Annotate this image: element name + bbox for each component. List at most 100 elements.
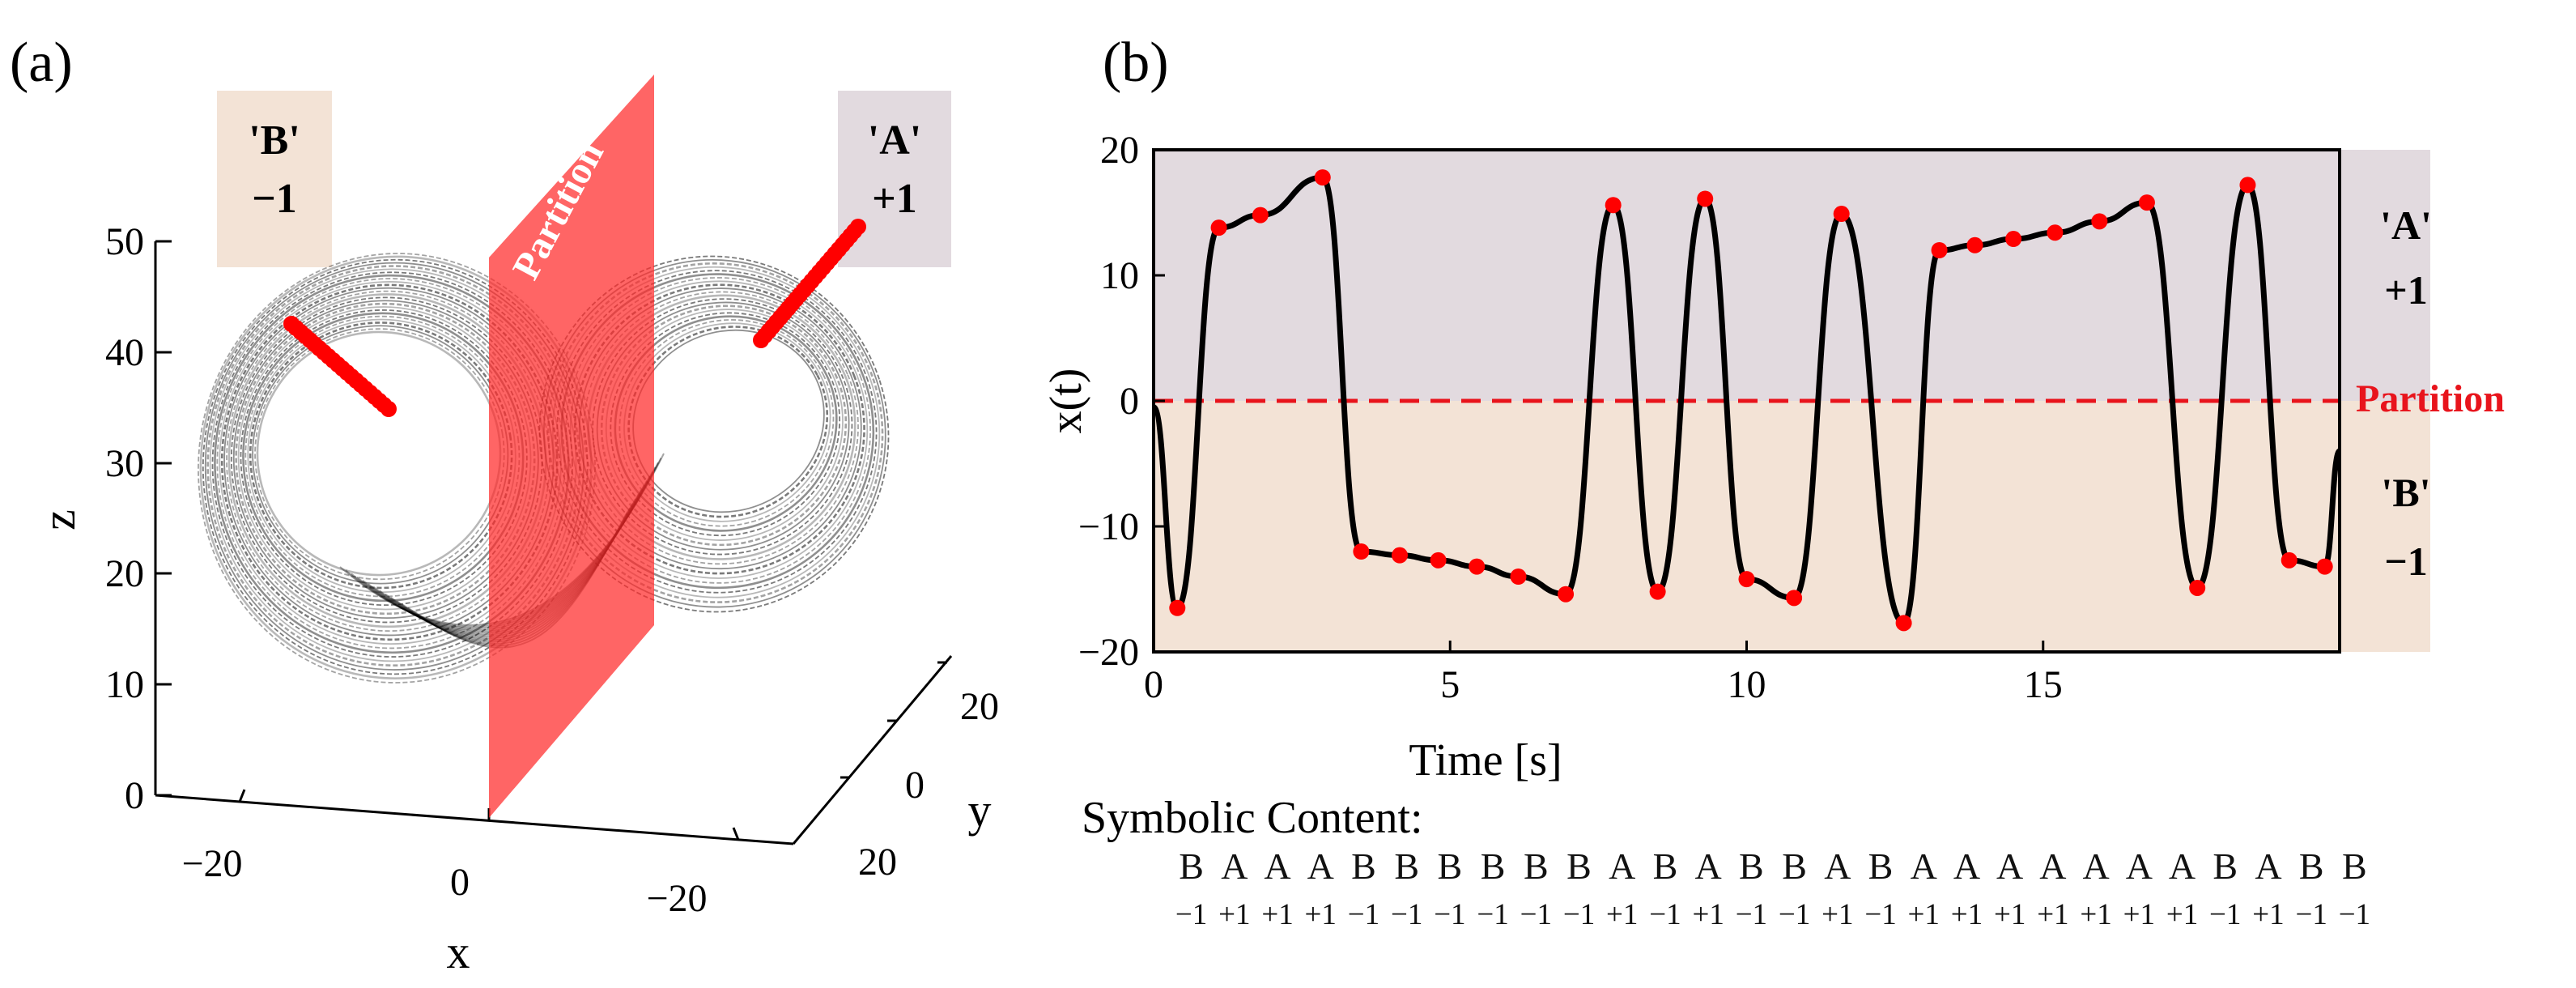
section-point-left (380, 401, 397, 417)
xt-tick-label: 10 (1100, 254, 1139, 297)
z-tick-40: 40 (105, 331, 144, 374)
symbol-value: −1 (1520, 898, 1552, 931)
symbol-value: −1 (1778, 898, 1811, 931)
symbol-value: +1 (1304, 898, 1337, 931)
section-points (283, 219, 866, 417)
symbol-value: +1 (2123, 898, 2155, 931)
symbol-letter: A (1996, 845, 2024, 887)
symbol-value: −1 (1649, 898, 1681, 931)
region-a-value-a: +1 (872, 176, 917, 222)
symbolic-title: Symbolic Content: (1082, 793, 1423, 843)
symbol-value: +1 (1606, 898, 1639, 931)
symbol-value: −1 (1477, 898, 1509, 931)
symbol-letter: B (1480, 845, 1506, 887)
symbol-value: +1 (2252, 898, 2285, 931)
symbolic-value-row: −1 +1 +1 +1 −1 −1 −1 −1 −1 −1 +1 −1 +1 −1 −1 +1 −1 +1 +1 +1… (1170, 897, 2376, 943)
symbol-letter: A (2125, 845, 2153, 887)
x-tick-labels: −20 0 −20 (181, 842, 707, 920)
y-tick-middle: 0 (905, 764, 925, 807)
extremum-point (1353, 543, 1370, 560)
z-axis-label: z (32, 509, 85, 530)
symbol-letter: B (1394, 845, 1419, 887)
extremum-point (1430, 551, 1447, 569)
z-tick-10: 10 (105, 663, 144, 706)
attractor-loop (565, 277, 871, 584)
y-tick-top: 20 (960, 685, 999, 728)
y-axis-line (792, 655, 953, 845)
symbol-letter: B (2298, 845, 2324, 887)
extremum-point (1649, 583, 1666, 600)
panel-b-label: (b) (1103, 32, 1169, 94)
symbol-letter: A (1307, 845, 1334, 887)
symbol-letter: B (2213, 845, 2238, 887)
symbol-value: +1 (2080, 898, 2112, 931)
symbol-value: +1 (1950, 898, 1983, 931)
axes-3d-frame (154, 241, 953, 845)
symbol-letter: B (1351, 845, 1376, 887)
region-b-strip (2340, 401, 2430, 652)
symbol-letter: A (1609, 845, 1636, 887)
z-tick-30: 30 (105, 442, 144, 485)
region-a-label-b: 'A' (2380, 202, 2432, 248)
partition-plane (489, 75, 654, 818)
y-axis-label: y (968, 784, 992, 837)
symbol-value: +1 (1821, 898, 1854, 931)
x-axis-line (155, 794, 794, 845)
extremum-point (2189, 579, 2206, 596)
region-b-background (1154, 401, 2340, 652)
region-b-value-b: −1 (2384, 539, 2428, 584)
z-tick-50: 50 (105, 220, 144, 263)
partition-label-b: Partition (2356, 377, 2505, 420)
extremum-point (1469, 558, 1486, 575)
extremum-point (1931, 242, 1948, 258)
z-tick-labels: 50 40 30 20 10 0 (105, 220, 144, 817)
symbol-value: −1 (1390, 898, 1423, 931)
time-series-plot: 0 5 10 15 −20 −10 0 10 20 (1078, 129, 2343, 706)
symbol-letter: B (1782, 845, 1807, 887)
region-a-background (1154, 150, 2340, 401)
xt-axis-label: x(t) (1041, 368, 1091, 434)
extremum-point (2281, 551, 2298, 569)
extremum-point (1605, 197, 1622, 214)
extremum-point (2316, 558, 2333, 575)
symbol-letter: B (1739, 845, 1764, 887)
extremum-point (2091, 213, 2108, 230)
extremum-point (1210, 219, 1227, 236)
region-b-label-a: 'B' (249, 117, 300, 164)
extremum-point (1314, 169, 1331, 186)
symbol-value: +1 (1261, 898, 1294, 931)
symbol-value: −1 (1562, 898, 1596, 931)
extremum-point (1786, 590, 1803, 607)
symbol-value: −1 (2295, 898, 2327, 931)
extremum-point (2047, 224, 2064, 241)
x-tick-right: −20 (646, 877, 707, 920)
extremum-point (1510, 569, 1527, 585)
symbol-value: −1 (1434, 898, 1466, 931)
symbol-value: −1 (1735, 898, 1768, 931)
symbol-value: +1 (2037, 898, 2069, 931)
extremum-point (2239, 177, 2256, 194)
region-a-label-a: 'A' (868, 117, 921, 164)
region-a-value-b: +1 (2384, 267, 2428, 313)
region-b-label-b: 'B' (2381, 470, 2430, 515)
y-tick-bottom: 20 (858, 841, 897, 884)
time-tick-label: 0 (1144, 663, 1163, 706)
symbol-value: −1 (2209, 898, 2242, 931)
extremum-point (1391, 547, 1408, 564)
symbol-value: −1 (1175, 898, 1208, 931)
panel-a-3d-plot: (a) 'B' −1 'A' +1 50 (10, 32, 999, 978)
extremum-point (1738, 571, 1755, 588)
panel-a-label: (a) (10, 32, 73, 94)
symbol-value: −1 (1347, 898, 1380, 931)
symbol-letter: A (1694, 845, 1722, 887)
region-b-box-a (217, 91, 332, 267)
attractor-loop (627, 326, 829, 518)
symbol-letter: A (1221, 845, 1248, 887)
x-tick-left: −20 (181, 842, 242, 885)
extremum-point (1697, 190, 1714, 207)
attractor-loop (583, 291, 859, 565)
time-axis-label: Time [s] (1409, 735, 1562, 786)
symbol-letter: A (2082, 845, 2110, 887)
symbol-letter: B (1523, 845, 1549, 887)
